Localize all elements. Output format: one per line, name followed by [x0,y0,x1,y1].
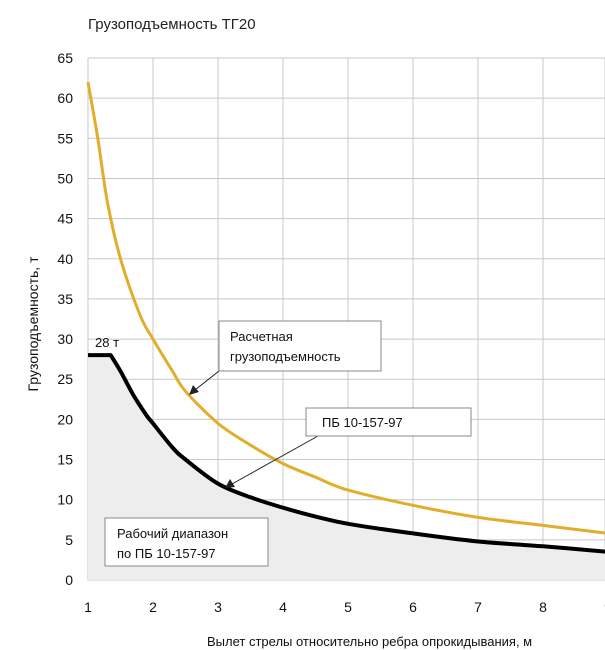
pb-callout: ПБ 10-157-97 [225,407,472,488]
series-line-calc [86,81,605,535]
x-tick-label: 1 [84,599,92,615]
calc-capacity-label-line2: грузоподъемность [230,349,341,364]
x-tick-label: 8 [539,599,547,615]
calc-capacity-callout: Расчетная грузоподъемность [189,320,382,395]
calc-capacity-label-line1: Расчетная [230,329,293,344]
x-axis-label: Вылет стрелы относительно ребра опрокиды… [207,634,532,649]
x-tick-label: 2 [149,599,157,615]
pb-arrowhead [225,479,235,488]
y-tick-label: 50 [57,170,73,186]
y-tick-label: 25 [57,371,73,387]
x-tick-label: 3 [214,599,222,615]
series-group [86,81,605,554]
y-tick-label: 45 [57,211,73,227]
y-tick-label: 15 [57,452,73,468]
calc-capacity-arrow [194,370,220,391]
x-tick-label: 4 [279,599,287,615]
peak-value-label: 28 т [95,335,119,350]
working-range-box [104,517,269,567]
y-tick-label: 5 [65,532,73,548]
x-tick-labels: 123456789 [84,599,605,615]
calc-capacity-box [218,320,382,372]
y-tick-label: 10 [57,492,73,508]
x-tick-label: 5 [344,599,352,615]
calc-capacity-arrowhead [189,385,199,395]
x-tick-label: 7 [474,599,482,615]
y-axis-label: Грузоподъемность, т [25,256,41,392]
series-line-pb [88,353,605,554]
y-tick-label: 30 [57,331,73,347]
working-range-label-line2: по ПБ 10-157-97 [117,546,216,561]
working-range-label-line1: Рабочий диапазон [117,526,228,541]
y-tick-label: 60 [57,90,73,106]
y-tick-label: 35 [57,291,73,307]
y-tick-labels: 0 5 10 15 20 25 30 35 40 45 50 55 60 65 [57,50,73,588]
y-tick-label: 40 [57,251,73,267]
pb-label: ПБ 10-157-97 [322,415,403,430]
chart-title: Грузоподъемность ТГ20 [88,16,256,33]
pb-box [305,407,472,437]
x-tick-label: 6 [409,599,417,615]
working-range-callout: Рабочий диапазон по ПБ 10-157-97 [104,517,269,567]
y-tick-label: 0 [65,572,73,588]
y-tick-label: 65 [57,50,73,66]
y-tick-label: 20 [57,411,73,427]
pb-arrow [231,435,319,485]
y-tick-label: 55 [57,130,73,146]
